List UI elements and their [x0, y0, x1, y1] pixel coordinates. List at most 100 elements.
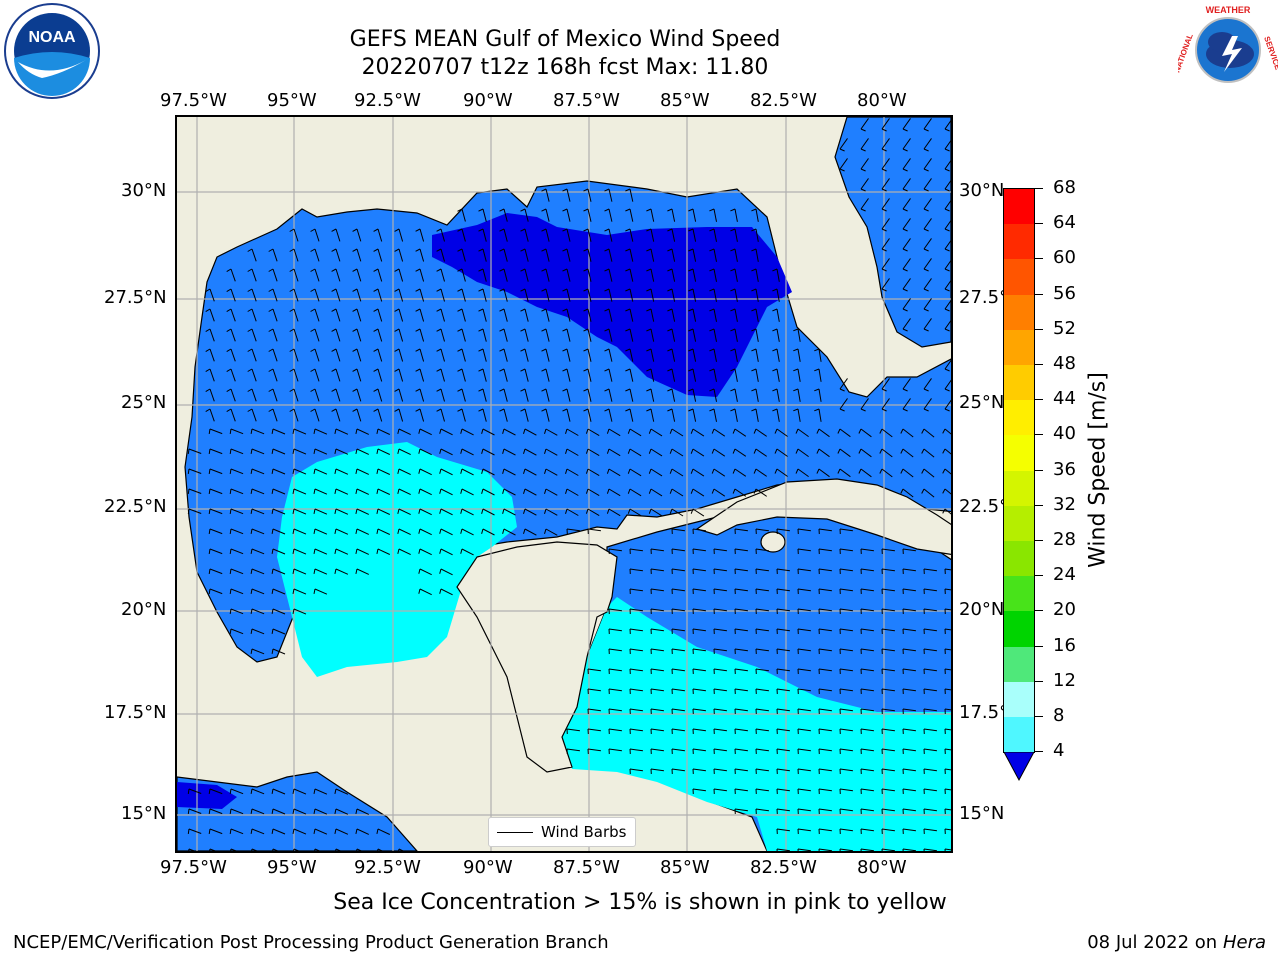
- wind-barb: [482, 228, 487, 242]
- lat-label-left-5: 20°N: [121, 599, 167, 620]
- wind-barb: [209, 388, 215, 402]
- wind-barb: [293, 488, 307, 495]
- wind-barb: [503, 328, 508, 342]
- lat-label-left-6: 17.5°N: [104, 702, 167, 723]
- wind-barb-feather: [902, 168, 908, 172]
- wind-barb-feather: [229, 628, 232, 634]
- wind-barb: [881, 768, 895, 772]
- wind-barb: [902, 238, 911, 250]
- wind-barb-feather: [562, 408, 568, 412]
- wind-barb: [503, 488, 516, 496]
- wind-barb-feather: [688, 348, 694, 352]
- wind-barb-feather: [481, 508, 484, 514]
- wind-barb-feather: [667, 408, 673, 412]
- wind-barb: [650, 588, 664, 592]
- colorbar-tick-label: 44: [1053, 388, 1076, 410]
- wind-barb: [671, 248, 676, 262]
- wind-barb-feather: [667, 248, 673, 252]
- wind-barb-feather: [310, 328, 316, 332]
- wind-barb-feather: [625, 268, 631, 272]
- wind-barb: [335, 288, 341, 302]
- wind-barb: [377, 448, 391, 455]
- wind-barb-feather: [271, 648, 274, 654]
- wind-barb-feather: [208, 828, 211, 834]
- wind-barb-feather: [688, 208, 694, 212]
- wind-barb-feather: [250, 428, 253, 434]
- wind-barb-feather: [331, 348, 337, 352]
- wind-barb: [293, 328, 299, 342]
- wind-barb: [545, 388, 550, 402]
- wind-barb: [629, 288, 634, 302]
- colorbar-segment: [1004, 505, 1034, 542]
- wind-barb: [776, 408, 780, 422]
- wind-barb-feather: [709, 388, 715, 392]
- wind-barb: [797, 388, 801, 402]
- wind-barb: [755, 608, 769, 612]
- wind-barb-feather: [247, 348, 253, 352]
- wind-barb: [923, 628, 937, 632]
- wind-barb-feather: [415, 308, 421, 312]
- wind-barb: [461, 508, 474, 516]
- wind-barb: [209, 468, 223, 475]
- wind-barb-feather: [690, 468, 694, 474]
- wind-barb: [650, 408, 655, 422]
- wind-barb-feather: [669, 428, 673, 434]
- wind-barb-feather: [520, 208, 526, 212]
- wind-barb-feather: [352, 228, 358, 232]
- wind-barb: [629, 448, 642, 457]
- wind-barb: [461, 528, 474, 536]
- wind-barb: [860, 788, 874, 792]
- wind-barb: [923, 608, 937, 612]
- wind-barb: [230, 348, 236, 362]
- wind-barb: [566, 288, 571, 302]
- wind-barb-feather: [436, 348, 442, 352]
- wind-barb: [377, 428, 391, 435]
- wind-barb: [377, 468, 391, 475]
- wind-barb: [587, 508, 600, 517]
- wind-barb-feather: [814, 408, 820, 412]
- wind-barb: [503, 288, 508, 302]
- wind-barb-feather: [226, 408, 232, 413]
- wind-barb-feather: [478, 388, 484, 392]
- wind-barb-feather: [229, 828, 232, 834]
- wind-barb: [650, 468, 663, 477]
- wind-barb-feather: [247, 268, 253, 272]
- wind-barb: [209, 288, 215, 302]
- wind-barb-feather: [313, 508, 316, 514]
- wind-barb-feather: [881, 208, 887, 212]
- wind-barb-feather: [942, 448, 946, 454]
- lon-label-top-1: 97.5°W: [160, 90, 227, 111]
- wind-barb: [461, 548, 474, 556]
- wind-barb: [314, 388, 320, 402]
- wind-barb: [314, 848, 321, 851]
- wind-barb-feather: [289, 248, 295, 252]
- wind-barb: [881, 848, 895, 851]
- wind-barb: [944, 748, 951, 751]
- wind-barb-feather: [478, 208, 484, 212]
- wind-barb-feather: [481, 528, 484, 534]
- wind-barb-feather: [544, 448, 547, 454]
- wind-barb: [230, 848, 238, 851]
- wind-barb: [230, 588, 244, 595]
- wind-barb: [440, 328, 445, 342]
- wind-barb-feather: [544, 528, 547, 534]
- wind-barb: [818, 728, 832, 732]
- wind-barb: [671, 408, 676, 422]
- wind-barb: [293, 348, 299, 362]
- wind-barb: [944, 768, 951, 771]
- wind-barb-feather: [457, 248, 463, 252]
- wind-barb: [272, 408, 278, 422]
- wind-barb-feather: [376, 448, 379, 455]
- atlantic-water-region: [834, 117, 951, 348]
- wind-barb: [692, 748, 706, 752]
- wind-barb: [419, 428, 432, 436]
- lon-label-top-6: 85°W: [660, 90, 710, 111]
- wind-barb-feather: [331, 268, 337, 272]
- colorbar-segment: [1004, 611, 1034, 648]
- wind-barb-feather: [250, 508, 253, 514]
- wind-barb-feather: [250, 548, 253, 554]
- wind-barb-feather: [460, 448, 463, 454]
- wind-barb: [755, 388, 759, 402]
- wind-barb: [671, 728, 685, 732]
- wind-barb: [293, 608, 307, 615]
